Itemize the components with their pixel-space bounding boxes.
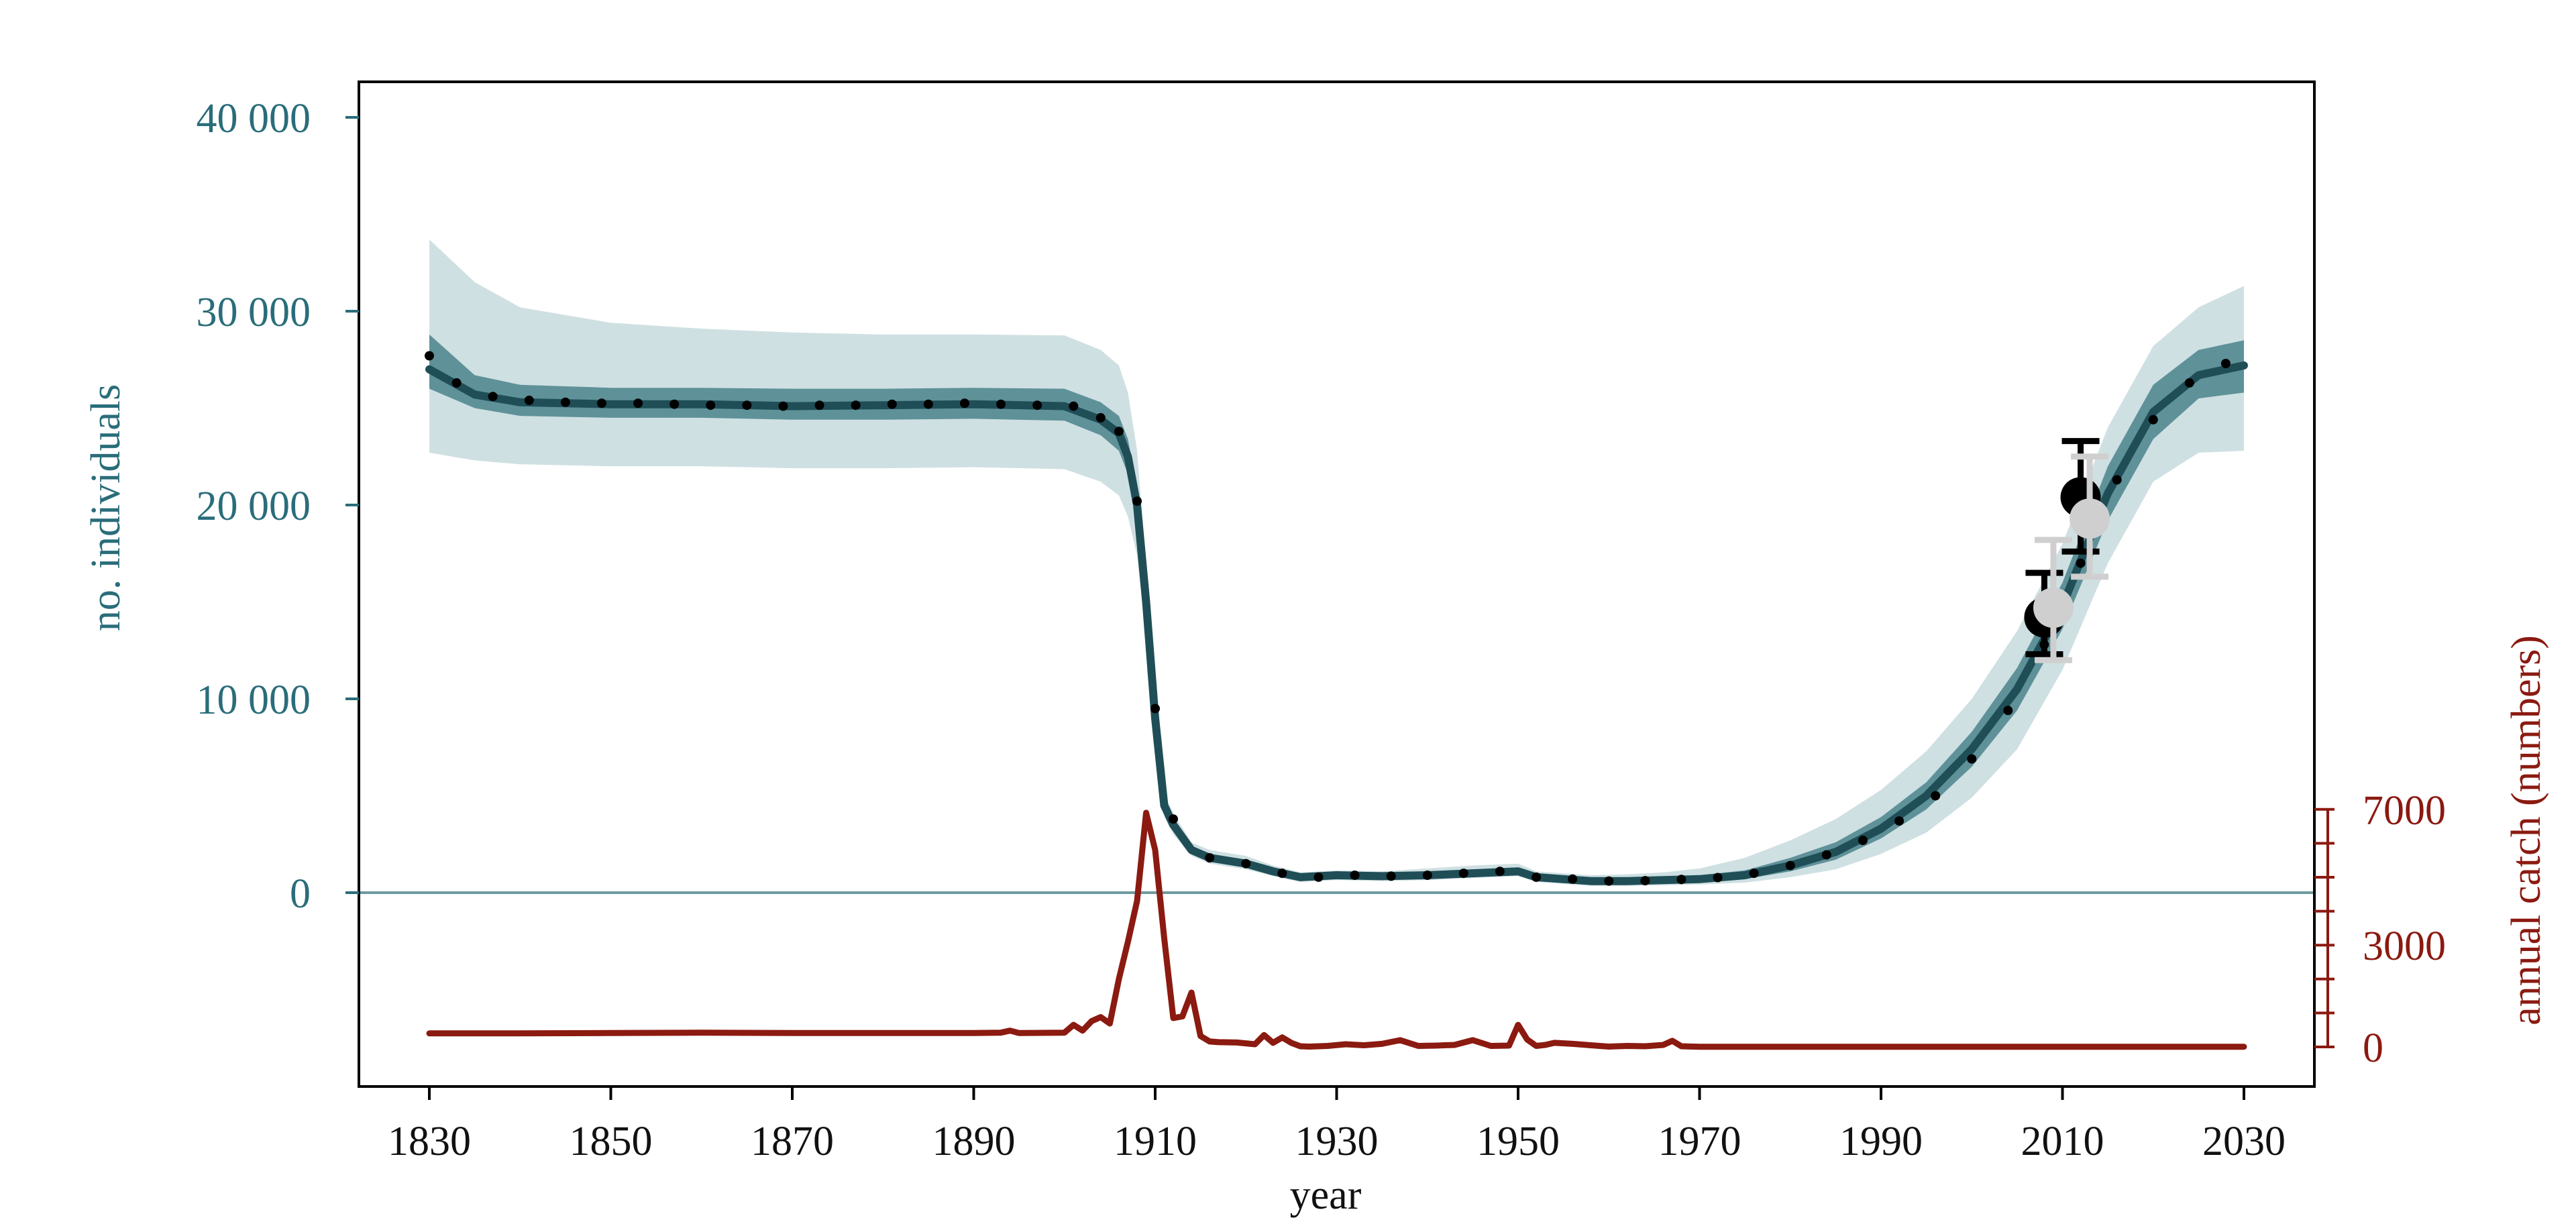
population-dotted-point <box>1858 836 1868 845</box>
population-dotted-point <box>1713 873 1723 883</box>
population-dotted-point <box>1495 867 1505 877</box>
population-series <box>425 351 2248 886</box>
x-tick-label: 1910 <box>1114 1119 1197 1164</box>
population-dotted-point <box>1095 412 1106 423</box>
population-dotted-point <box>1150 704 1160 714</box>
x-tick-label: 1890 <box>932 1119 1016 1164</box>
x-tick-label: 1990 <box>1839 1119 1923 1164</box>
population-dotted-point <box>1277 869 1287 879</box>
population-dotted-point <box>2076 558 2086 568</box>
x-tick-label: 1950 <box>1477 1119 1560 1164</box>
y-right-tick-label: 3000 <box>2363 924 2446 969</box>
population-inner-band <box>429 334 2244 884</box>
population-dotted-point <box>1640 876 1650 886</box>
population-dotted-point <box>706 400 716 410</box>
catch-line <box>426 810 2247 1050</box>
y-left-tick-label: 10 000 <box>197 677 311 723</box>
population-dotted-point <box>1032 400 1042 410</box>
population-dotted-point <box>488 392 498 402</box>
y-left-tick-label: 40 000 <box>197 96 311 142</box>
population-dotted-point <box>778 401 788 411</box>
observation-point <box>2033 588 2074 628</box>
observation-grey <box>2033 537 2074 663</box>
population-dotted-point <box>1749 869 1759 879</box>
x-tick-label: 2010 <box>2021 1119 2104 1164</box>
population-dotted-point <box>669 399 680 409</box>
y-left-tick-label: 0 <box>290 871 311 917</box>
x-tick-label: 1850 <box>570 1119 653 1164</box>
x-tick-label: 1930 <box>1295 1119 1379 1164</box>
population-dotted-point <box>1422 871 1432 880</box>
observation-grey <box>2070 453 2110 580</box>
population-dotted-point <box>1132 496 1142 506</box>
y-right-tick-label: 0 <box>2363 1025 2383 1071</box>
population-dotted-point <box>814 400 824 410</box>
population-dotted-point <box>1241 858 1251 869</box>
population-dotted-point <box>2148 414 2158 425</box>
observation-point <box>2070 498 2110 539</box>
y-left-tick-label: 20 000 <box>197 484 311 529</box>
x-axis-label: year <box>1290 1172 1362 1218</box>
catch-series <box>426 810 2247 1050</box>
y-axis-right-label: annual catch (numbers) <box>2504 635 2549 1025</box>
population-dotted-point <box>2112 475 2122 485</box>
population-dotted-point <box>1532 872 1542 882</box>
population-dotted-point <box>1458 869 1468 879</box>
x-tick-label: 2030 <box>2202 1119 2286 1164</box>
population-dotted-point <box>633 398 643 408</box>
population-dotted-point <box>1313 872 1324 882</box>
population-dotted-point <box>1604 876 1614 886</box>
x-tick-label: 1830 <box>388 1119 471 1164</box>
y-left-tick-label: 30 000 <box>197 290 311 335</box>
population-dotted-point <box>2184 378 2194 388</box>
x-tick-label: 1870 <box>751 1119 834 1164</box>
population-dotted-point <box>1169 814 1178 824</box>
uncertainty-bands <box>429 239 2244 886</box>
population-dotted-point <box>996 399 1006 409</box>
population-dotted-point <box>1205 853 1215 862</box>
population-dotted-point <box>451 378 462 388</box>
x-tick-label: 1970 <box>1658 1119 1741 1164</box>
population-dotted-point <box>960 398 969 408</box>
population-dotted-point <box>597 398 606 408</box>
population-dotted-point <box>1821 850 1831 860</box>
population-dotted-point <box>1350 871 1360 880</box>
population-outer-band <box>429 239 2244 886</box>
population-dotted-point <box>1785 860 1795 871</box>
population-dotted-point <box>1894 816 1904 826</box>
plot-frame <box>358 80 2316 1088</box>
population-dotted-point <box>851 400 861 410</box>
population-dotted-point <box>887 399 897 409</box>
population-dotted-point <box>923 399 933 409</box>
population-dotted-point <box>1069 401 1079 411</box>
population-dotted-point <box>524 395 534 405</box>
population-dotted-point <box>1967 754 1977 764</box>
y-axis-left-label: no. individuals <box>83 384 129 632</box>
population-dotted-point <box>1114 427 1124 437</box>
population-dotted-point <box>1676 875 1686 885</box>
population-dotted-point <box>742 400 752 410</box>
population-dotted-point <box>560 397 570 407</box>
y-right-tick-label: 7000 <box>2363 788 2446 834</box>
population-dotted-point <box>425 351 434 361</box>
observations <box>2024 438 2110 663</box>
population-dotted-point <box>2220 359 2231 368</box>
axes: 1830 1850 1870 1890 1910 1930 1950 1970 1990 2010… <box>197 96 2447 1164</box>
plot-border <box>358 80 2316 1088</box>
population-dotted-point <box>1568 874 1578 884</box>
population-dotted-point <box>1931 791 1941 801</box>
population-dotted-point <box>2003 706 2013 716</box>
population-dotted-point <box>1386 871 1396 881</box>
